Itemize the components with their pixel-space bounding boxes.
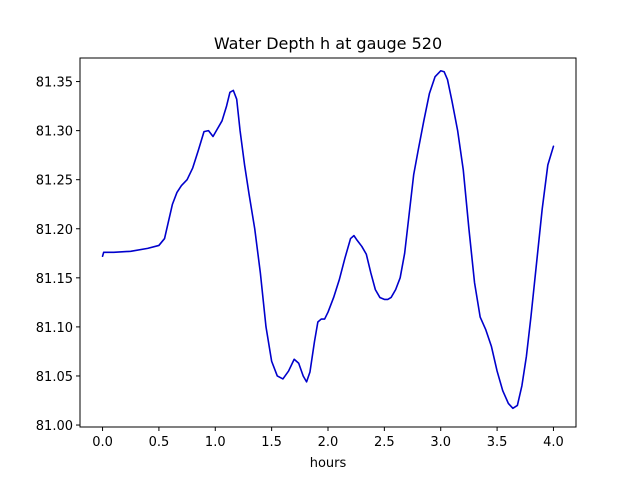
series-line-0 (101, 69, 555, 410)
plot-area (101, 69, 555, 410)
x-axis-label: hours (310, 456, 347, 471)
x-axis: 0.0 0.5 1.0 1.5 2.0 2.5 3.0 3.5 4.0 (92, 427, 564, 450)
x-tick-label: 3.5 (487, 435, 508, 450)
x-tick-label: 1.5 (261, 435, 282, 450)
x-tick-label: 4.0 (543, 435, 564, 450)
x-tick-label: 3.0 (430, 435, 451, 450)
y-tick-label: 81.05 (36, 370, 73, 385)
x-tick-label: 0.5 (149, 435, 170, 450)
y-tick-label: 81.30 (36, 125, 73, 140)
y-tick-label: 81.20 (36, 223, 73, 238)
chart-title: Water Depth h at gauge 520 (214, 34, 442, 53)
y-tick-label: 81.25 (36, 174, 73, 189)
y-tick-label: 81.00 (36, 419, 73, 434)
y-tick-label: 81.10 (36, 321, 73, 336)
x-tick-label: 2.5 (374, 435, 395, 450)
x-tick-label: 0.0 (92, 435, 113, 450)
x-tick-label: 1.0 (205, 435, 226, 450)
y-tick-label: 81.35 (36, 76, 73, 91)
y-tick-label: 81.15 (36, 272, 73, 287)
plot-frame (79, 57, 577, 428)
x-tick-label: 2.0 (318, 435, 339, 450)
y-axis: 81.00 81.05 81.10 81.15 81.20 81.25 81.30 81.35 (36, 76, 80, 434)
